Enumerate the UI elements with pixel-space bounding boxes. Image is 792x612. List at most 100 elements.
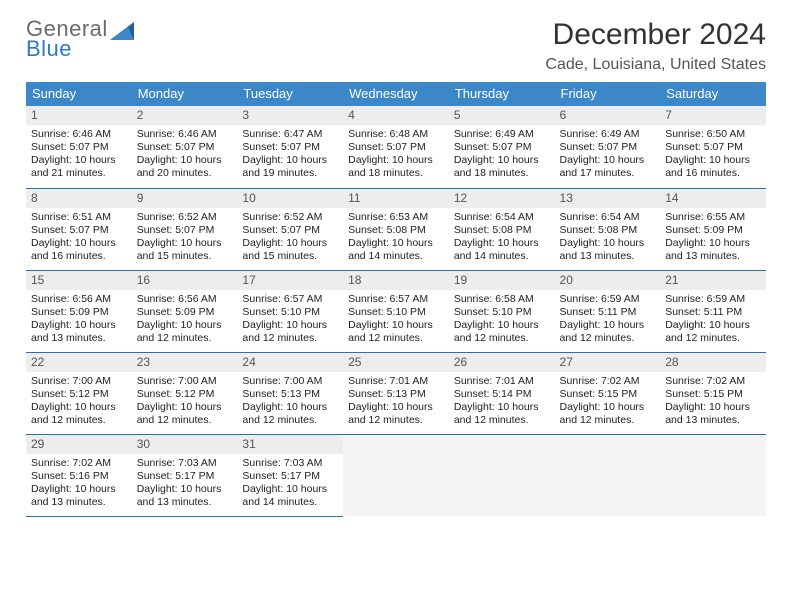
sunset-line: Sunset: 5:07 PM <box>242 224 339 237</box>
calendar-cell: 15Sunrise: 6:56 AMSunset: 5:09 PMDayligh… <box>26 270 132 352</box>
sunrise-line: Sunrise: 6:50 AM <box>665 128 762 141</box>
day-number: 31 <box>237 435 343 454</box>
sunrise-line: Sunrise: 6:58 AM <box>454 293 551 306</box>
day-number: 23 <box>132 353 238 372</box>
day-body: Sunrise: 7:02 AMSunset: 5:15 PMDaylight:… <box>660 372 766 432</box>
daylight-line: Daylight: 10 hours and 16 minutes. <box>665 154 762 180</box>
day-body: Sunrise: 7:03 AMSunset: 5:17 PMDaylight:… <box>237 454 343 514</box>
calendar-cell: 4Sunrise: 6:48 AMSunset: 5:07 PMDaylight… <box>343 106 449 188</box>
daylight-line: Daylight: 10 hours and 13 minutes. <box>560 237 657 263</box>
sunrise-line: Sunrise: 6:52 AM <box>137 211 234 224</box>
sunrise-line: Sunrise: 6:46 AM <box>137 128 234 141</box>
weekday-header: Friday <box>555 82 661 106</box>
day-number: 19 <box>449 271 555 290</box>
sunrise-line: Sunrise: 6:56 AM <box>137 293 234 306</box>
daylight-line: Daylight: 10 hours and 12 minutes. <box>31 401 128 427</box>
daylight-line: Daylight: 10 hours and 12 minutes. <box>454 319 551 345</box>
daylight-line: Daylight: 10 hours and 12 minutes. <box>137 319 234 345</box>
calendar-cell: 18Sunrise: 6:57 AMSunset: 5:10 PMDayligh… <box>343 270 449 352</box>
day-body: Sunrise: 6:52 AMSunset: 5:07 PMDaylight:… <box>132 208 238 268</box>
calendar-cell: 14Sunrise: 6:55 AMSunset: 5:09 PMDayligh… <box>660 188 766 270</box>
day-body: Sunrise: 7:01 AMSunset: 5:14 PMDaylight:… <box>449 372 555 432</box>
sunrise-line: Sunrise: 6:56 AM <box>31 293 128 306</box>
daylight-line: Daylight: 10 hours and 19 minutes. <box>242 154 339 180</box>
sunrise-line: Sunrise: 7:01 AM <box>348 375 445 388</box>
sunset-line: Sunset: 5:08 PM <box>560 224 657 237</box>
sunset-line: Sunset: 5:07 PM <box>137 224 234 237</box>
sunrise-line: Sunrise: 6:57 AM <box>242 293 339 306</box>
day-body: Sunrise: 6:51 AMSunset: 5:07 PMDaylight:… <box>26 208 132 268</box>
month-title: December 2024 <box>545 18 766 52</box>
daylight-line: Daylight: 10 hours and 12 minutes. <box>454 401 551 427</box>
day-body: Sunrise: 6:57 AMSunset: 5:10 PMDaylight:… <box>237 290 343 350</box>
daylight-line: Daylight: 10 hours and 15 minutes. <box>137 237 234 263</box>
sunrise-line: Sunrise: 6:48 AM <box>348 128 445 141</box>
weekday-header: Thursday <box>449 82 555 106</box>
day-body: Sunrise: 6:50 AMSunset: 5:07 PMDaylight:… <box>660 125 766 185</box>
day-body: Sunrise: 6:56 AMSunset: 5:09 PMDaylight:… <box>132 290 238 350</box>
calendar-cell: 17Sunrise: 6:57 AMSunset: 5:10 PMDayligh… <box>237 270 343 352</box>
day-number: 5 <box>449 106 555 125</box>
calendar-cell: 24Sunrise: 7:00 AMSunset: 5:13 PMDayligh… <box>237 352 343 434</box>
day-number: 18 <box>343 271 449 290</box>
weekday-header: Tuesday <box>237 82 343 106</box>
location-subtitle: Cade, Louisiana, United States <box>545 56 766 74</box>
sunset-line: Sunset: 5:07 PM <box>31 141 128 154</box>
sunset-line: Sunset: 5:15 PM <box>560 388 657 401</box>
calendar-cell: 6Sunrise: 6:49 AMSunset: 5:07 PMDaylight… <box>555 106 661 188</box>
calendar-cell: 28Sunrise: 7:02 AMSunset: 5:15 PMDayligh… <box>660 352 766 434</box>
day-body: Sunrise: 7:00 AMSunset: 5:12 PMDaylight:… <box>26 372 132 432</box>
day-number: 4 <box>343 106 449 125</box>
sunset-line: Sunset: 5:17 PM <box>242 470 339 483</box>
daylight-line: Daylight: 10 hours and 12 minutes. <box>137 401 234 427</box>
calendar-cell: 11Sunrise: 6:53 AMSunset: 5:08 PMDayligh… <box>343 188 449 270</box>
calendar-cell: 29Sunrise: 7:02 AMSunset: 5:16 PMDayligh… <box>26 434 132 516</box>
day-body: Sunrise: 7:03 AMSunset: 5:17 PMDaylight:… <box>132 454 238 514</box>
calendar-cell: 30Sunrise: 7:03 AMSunset: 5:17 PMDayligh… <box>132 434 238 516</box>
daylight-line: Daylight: 10 hours and 18 minutes. <box>348 154 445 180</box>
sunset-line: Sunset: 5:07 PM <box>31 224 128 237</box>
sunset-line: Sunset: 5:07 PM <box>560 141 657 154</box>
day-number: 8 <box>26 189 132 208</box>
day-body: Sunrise: 6:46 AMSunset: 5:07 PMDaylight:… <box>132 125 238 185</box>
daylight-line: Daylight: 10 hours and 13 minutes. <box>665 237 762 263</box>
day-body: Sunrise: 6:48 AMSunset: 5:07 PMDaylight:… <box>343 125 449 185</box>
calendar-cell: 1Sunrise: 6:46 AMSunset: 5:07 PMDaylight… <box>26 106 132 188</box>
sunset-line: Sunset: 5:11 PM <box>560 306 657 319</box>
day-body: Sunrise: 6:46 AMSunset: 5:07 PMDaylight:… <box>26 125 132 185</box>
daylight-line: Daylight: 10 hours and 12 minutes. <box>242 319 339 345</box>
sunrise-line: Sunrise: 6:52 AM <box>242 211 339 224</box>
sunset-line: Sunset: 5:08 PM <box>454 224 551 237</box>
sunset-line: Sunset: 5:16 PM <box>31 470 128 483</box>
calendar-cell: 21Sunrise: 6:59 AMSunset: 5:11 PMDayligh… <box>660 270 766 352</box>
sunrise-line: Sunrise: 7:00 AM <box>137 375 234 388</box>
sunrise-line: Sunrise: 7:02 AM <box>560 375 657 388</box>
day-number: 30 <box>132 435 238 454</box>
day-number: 3 <box>237 106 343 125</box>
daylight-line: Daylight: 10 hours and 12 minutes. <box>242 401 339 427</box>
day-body: Sunrise: 7:02 AMSunset: 5:15 PMDaylight:… <box>555 372 661 432</box>
day-number: 17 <box>237 271 343 290</box>
day-number: 28 <box>660 353 766 372</box>
calendar-cell: 22Sunrise: 7:00 AMSunset: 5:12 PMDayligh… <box>26 352 132 434</box>
calendar-cell <box>449 434 555 516</box>
sunrise-line: Sunrise: 6:51 AM <box>31 211 128 224</box>
day-number: 22 <box>26 353 132 372</box>
day-number: 27 <box>555 353 661 372</box>
day-body: Sunrise: 7:00 AMSunset: 5:13 PMDaylight:… <box>237 372 343 432</box>
calendar-cell <box>555 434 661 516</box>
sunrise-line: Sunrise: 6:47 AM <box>242 128 339 141</box>
day-body: Sunrise: 6:55 AMSunset: 5:09 PMDaylight:… <box>660 208 766 268</box>
sunset-line: Sunset: 5:10 PM <box>454 306 551 319</box>
sunrise-line: Sunrise: 6:49 AM <box>454 128 551 141</box>
sunrise-line: Sunrise: 6:53 AM <box>348 211 445 224</box>
daylight-line: Daylight: 10 hours and 17 minutes. <box>560 154 657 180</box>
sunset-line: Sunset: 5:07 PM <box>665 141 762 154</box>
calendar-cell: 5Sunrise: 6:49 AMSunset: 5:07 PMDaylight… <box>449 106 555 188</box>
sunset-line: Sunset: 5:13 PM <box>242 388 339 401</box>
sunrise-line: Sunrise: 7:03 AM <box>242 457 339 470</box>
weekday-header: Sunday <box>26 82 132 106</box>
sunrise-line: Sunrise: 6:54 AM <box>560 211 657 224</box>
day-body: Sunrise: 6:59 AMSunset: 5:11 PMDaylight:… <box>660 290 766 350</box>
header: General Blue December 2024 Cade, Louisia… <box>26 18 766 74</box>
